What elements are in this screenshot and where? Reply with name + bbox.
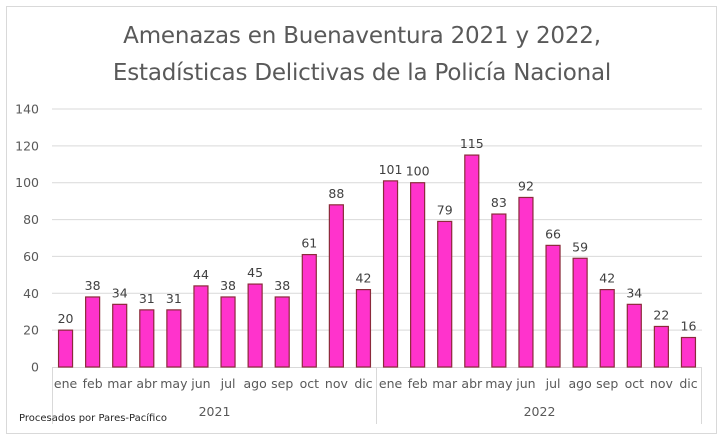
bar xyxy=(491,213,507,368)
group-label: 2022 xyxy=(524,404,556,419)
y-tick-label: 60 xyxy=(23,249,39,264)
data-label: 61 xyxy=(301,236,317,251)
bar xyxy=(112,303,128,368)
data-label: 38 xyxy=(220,278,236,293)
x-tick-label: sep xyxy=(596,376,618,391)
data-label: 16 xyxy=(681,319,697,334)
x-tick-label: abr xyxy=(461,376,483,391)
chart-subtitle: Estadísticas Delictivas de la Policía Na… xyxy=(112,60,612,86)
data-label: 115 xyxy=(460,136,484,151)
x-tick-label: jul xyxy=(220,376,236,391)
x-tick-label: ene xyxy=(379,376,403,391)
data-label: 92 xyxy=(518,178,534,193)
y-tick-label: 80 xyxy=(23,212,39,227)
bar xyxy=(85,296,101,368)
x-tick-label: jun xyxy=(190,376,210,391)
data-label: 101 xyxy=(379,162,403,177)
y-tick-label: 140 xyxy=(15,102,39,117)
y-tick-label: 40 xyxy=(23,286,39,301)
bar xyxy=(518,196,534,368)
bar xyxy=(166,309,182,368)
bar xyxy=(301,253,317,368)
x-tick-label: sep xyxy=(271,376,293,391)
x-tick-label: ago xyxy=(244,376,267,391)
data-label: 20 xyxy=(58,311,74,326)
data-label: 31 xyxy=(139,291,155,306)
x-tick-label: mar xyxy=(107,376,133,391)
x-tick-label: jul xyxy=(545,376,561,391)
data-label: 100 xyxy=(406,164,430,179)
bar xyxy=(437,220,453,368)
data-label: 34 xyxy=(112,285,128,300)
data-label: 88 xyxy=(328,186,344,201)
x-tick-label: may xyxy=(485,376,513,391)
bar xyxy=(410,182,426,368)
y-tick-label: 100 xyxy=(15,175,39,190)
bar xyxy=(355,289,372,368)
x-tick-label: oct xyxy=(300,376,320,391)
data-label: 45 xyxy=(247,265,263,280)
bar xyxy=(680,336,697,368)
bar xyxy=(274,296,290,368)
x-tick-label: nov xyxy=(650,376,674,391)
x-tick-label: may xyxy=(160,376,188,391)
chart-title-block: Amenazas en Buenaventura 2021 y 2022, Es… xyxy=(0,18,724,92)
source-note: Procesados por Pares-Pacífico xyxy=(19,413,167,424)
data-label: 38 xyxy=(274,278,290,293)
data-label: 83 xyxy=(491,195,507,210)
x-tick-label: jun xyxy=(515,376,535,391)
bar xyxy=(382,180,399,368)
bar xyxy=(599,289,615,368)
bar xyxy=(328,204,344,368)
bar xyxy=(653,325,669,368)
data-label: 22 xyxy=(653,307,669,322)
data-label: 59 xyxy=(572,239,588,254)
x-tick-label: ene xyxy=(54,376,78,391)
data-label: 79 xyxy=(437,202,453,217)
x-tick-label: abr xyxy=(136,376,158,391)
bar xyxy=(572,257,588,368)
x-tick-label: ago xyxy=(569,376,592,391)
data-label: 44 xyxy=(193,267,209,282)
bar xyxy=(57,329,74,368)
y-tick-label: 120 xyxy=(15,138,39,153)
data-label: 66 xyxy=(545,226,561,241)
data-label: 34 xyxy=(626,285,642,300)
x-tick-label: oct xyxy=(625,376,645,391)
x-tick-label: feb xyxy=(83,376,103,391)
bar xyxy=(464,154,480,368)
chart-title: Amenazas en Buenaventura 2021 y 2022, xyxy=(123,23,601,49)
bar xyxy=(193,285,209,368)
x-tick-label: mar xyxy=(432,376,458,391)
bar xyxy=(545,244,561,368)
data-label: 42 xyxy=(356,271,372,286)
group-label: 2021 xyxy=(199,404,231,419)
bar xyxy=(139,309,155,368)
data-label: 31 xyxy=(166,291,182,306)
x-tick-label: nov xyxy=(325,376,349,391)
x-tick-label: dic xyxy=(679,376,697,391)
bar xyxy=(220,296,236,368)
bar xyxy=(247,283,263,368)
x-tick-label: feb xyxy=(408,376,428,391)
x-tick-label: dic xyxy=(354,376,372,391)
y-tick-label: 0 xyxy=(31,360,39,375)
data-label: 42 xyxy=(599,271,615,286)
y-tick-label: 20 xyxy=(23,323,39,338)
bar xyxy=(626,303,642,368)
data-label: 38 xyxy=(85,278,101,293)
